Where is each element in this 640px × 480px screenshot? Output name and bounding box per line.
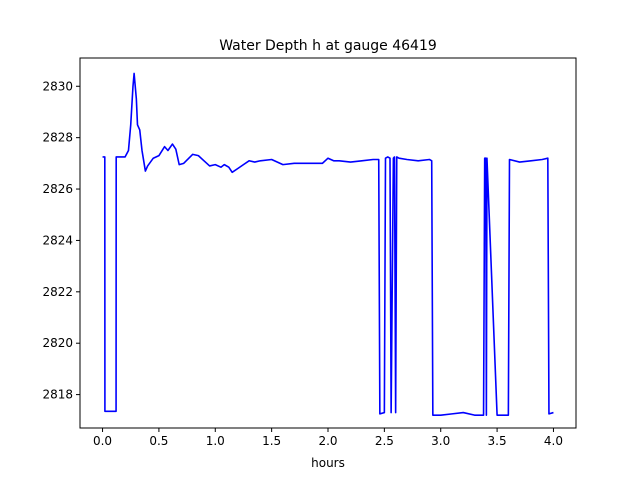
y-tick-label: 2820 <box>42 336 73 350</box>
y-tick-label: 2826 <box>42 182 73 196</box>
y-tick-label: 2824 <box>42 233 73 247</box>
x-tick-label: 0.5 <box>149 434 168 448</box>
y-tick-label: 2828 <box>42 131 73 145</box>
y-tick-label: 2830 <box>42 79 73 93</box>
x-tick-label: 2.5 <box>375 434 394 448</box>
x-tick-label: 3.0 <box>431 434 450 448</box>
x-axis: 0.0 0.5 1.0 1.5 2.0 2.5 3.0 3.5 4.0 <box>93 428 563 448</box>
x-tick-label: 2.0 <box>318 434 337 448</box>
x-tick-label: 4.0 <box>544 434 563 448</box>
x-tick-label: 1.5 <box>262 434 281 448</box>
x-tick-label: 3.5 <box>488 434 507 448</box>
y-tick-label: 2822 <box>42 285 73 299</box>
series-layer <box>102 72 554 416</box>
chart-title: Water Depth h at gauge 46419 <box>219 38 437 54</box>
y-tick-label: 2818 <box>42 388 73 402</box>
series-line <box>102 72 554 416</box>
x-tick-label: 1.0 <box>206 434 225 448</box>
plot-area <box>80 58 576 428</box>
x-tick-label: 0.0 <box>93 434 112 448</box>
x-axis-label: hours <box>311 456 345 470</box>
y-axis: 2818 2820 2822 2824 2826 2828 2830 <box>42 79 80 402</box>
